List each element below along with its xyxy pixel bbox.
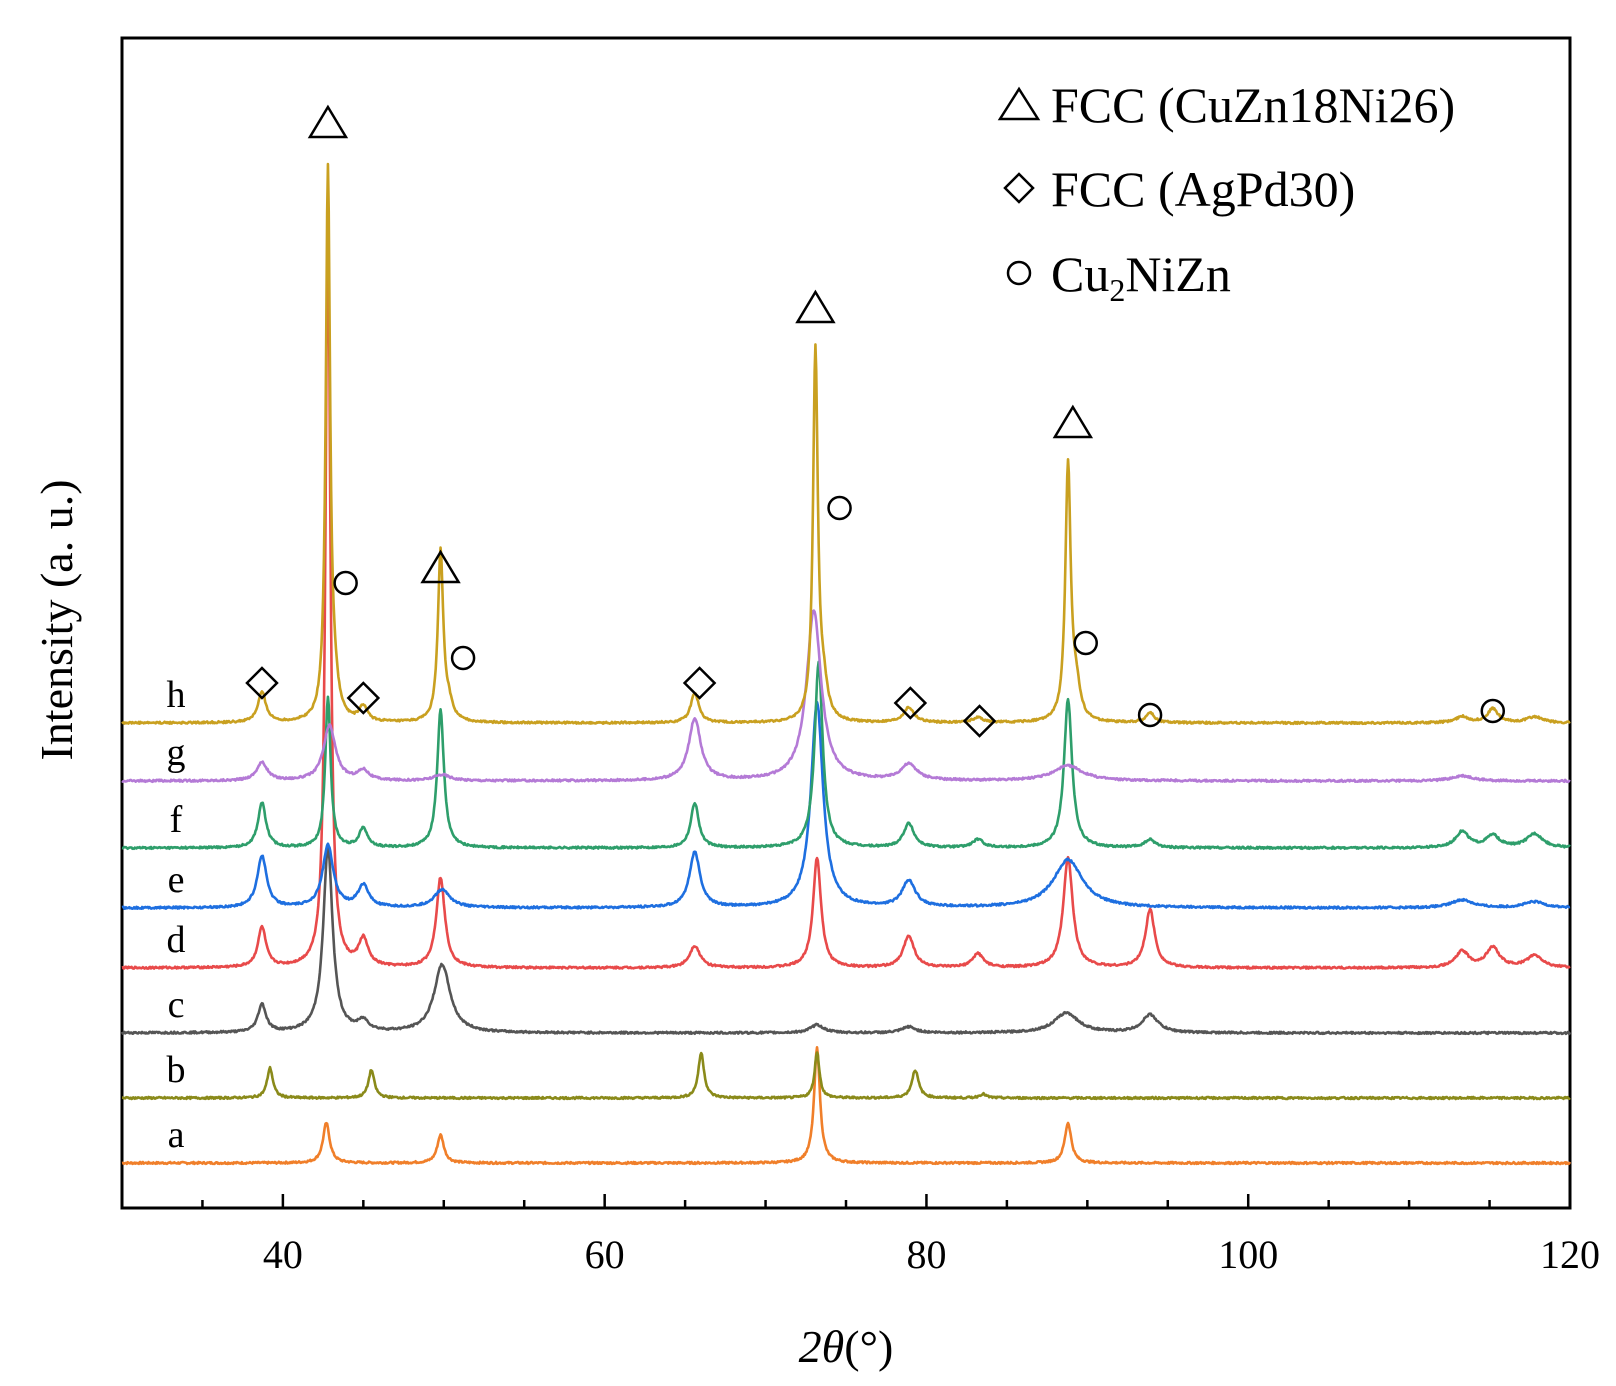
circle-marker (450, 645, 476, 671)
series-h-label: h (167, 674, 186, 716)
series-g-line (121, 609, 1571, 784)
circle-marker (1073, 630, 1098, 656)
legend-entry-fcc-agpd30: FCC (AgPd30) (1051, 161, 1355, 217)
diamond-marker (346, 681, 381, 715)
diamond-marker (893, 686, 928, 720)
legend-diamond-marker (1003, 172, 1035, 204)
diamond-marker (962, 704, 997, 738)
diamond-marker (245, 666, 279, 700)
legend: FCC (CuZn18Ni26) FCC (AgPd30) Cu2NiZn (997, 77, 1455, 308)
triangle-marker (420, 549, 461, 584)
x-axis-title: 2θ(°) (799, 1321, 894, 1372)
series-b-label: b (167, 1049, 186, 1091)
series-b-line (121, 1051, 1571, 1101)
x-tick-label: 40 (263, 1232, 303, 1277)
series-d-label: d (167, 919, 186, 961)
circle-marker (1137, 702, 1163, 728)
triangle-marker (1052, 404, 1094, 439)
circle-marker (827, 495, 852, 521)
series-g-label: g (167, 732, 186, 774)
diamond-marker (682, 666, 717, 700)
series-d-line (121, 210, 1571, 970)
series-c-label: c (168, 984, 185, 1026)
series-a-label: a (168, 1114, 185, 1156)
legend-entry-cu2nizn: Cu2NiZn (1051, 246, 1231, 308)
series-e-label: e (168, 859, 185, 901)
series-e-line (121, 700, 1571, 911)
x-tick-label: 100 (1218, 1232, 1278, 1277)
x-tick-label: 60 (585, 1232, 625, 1277)
series-a-line (121, 1045, 1572, 1166)
legend-circle-marker (1006, 260, 1032, 286)
triangle-marker (795, 289, 836, 324)
series-c-line (120, 845, 1572, 1036)
series-h-line (121, 162, 1571, 726)
circle-marker (333, 570, 358, 596)
legend-entry-fcc-cuzn18ni26: FCC (CuZn18Ni26) (1051, 77, 1455, 133)
series-f-line (121, 660, 1571, 851)
x-axis: 40 60 80 100 120 (201, 1194, 1600, 1277)
peak-annotations (245, 104, 1506, 738)
circle-marker (1480, 698, 1506, 724)
series-f-label: f (170, 799, 183, 841)
triangle-marker (307, 104, 349, 139)
x-tick-label: 80 (906, 1232, 946, 1277)
y-axis-title: Intensity (a. u.) (31, 479, 82, 760)
x-tick-label: 120 (1540, 1232, 1600, 1277)
legend-triangle-marker (997, 86, 1041, 121)
